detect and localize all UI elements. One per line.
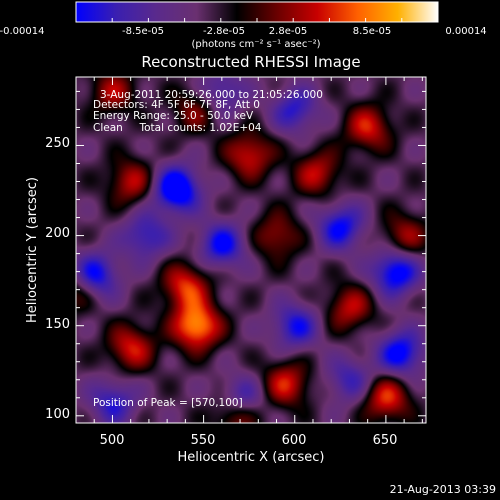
x-tick-label: 650 bbox=[373, 433, 398, 448]
y-axis-label: Heliocentric Y (arcsec) bbox=[25, 177, 40, 323]
x-tick-label: 600 bbox=[282, 433, 307, 448]
colorbar-units: (photons cm⁻² s⁻¹ asec⁻²) bbox=[191, 39, 320, 50]
colorbar-ticks bbox=[75, 18, 439, 22]
colorbar-tick-label: 8.5e-05 bbox=[353, 26, 391, 37]
x-tick-label: 550 bbox=[191, 433, 216, 448]
annotation-time-range: 3-Aug-2011 20:59:26.000 to 21:05:26.000 bbox=[100, 89, 323, 101]
annotation-total-counts: Clean Total counts: 1.02E+04 bbox=[93, 122, 262, 134]
colorbar: -0.00014 -8.5e-05 -2.8e-05 2.8e-05 8.5e-… bbox=[0, 1, 487, 50]
annotation-energy-range: Energy Range: 25.0 - 50.0 keV bbox=[93, 110, 254, 122]
colorbar-tick-label: -8.5e-05 bbox=[122, 26, 164, 37]
y-tick-label: 150 bbox=[45, 317, 70, 332]
y-tick-label: 100 bbox=[45, 407, 70, 422]
y-tick-label: 250 bbox=[45, 136, 70, 151]
plot-frame bbox=[75, 76, 427, 424]
y-tick-label: 200 bbox=[45, 226, 70, 241]
colorbar-tick-label: 0.00014 bbox=[445, 26, 486, 37]
colorbar-tick-label: -2.8e-05 bbox=[203, 26, 245, 37]
chart-title: Reconstructed RHESSI Image bbox=[141, 53, 360, 71]
axis-ticks bbox=[75, 77, 426, 423]
heatmap-canvas bbox=[76, 77, 426, 423]
x-tick-label: 500 bbox=[100, 433, 125, 448]
colorbar-tick-label: -0.00014 bbox=[0, 26, 44, 37]
date-stamp: 21-Aug-2013 03:39 bbox=[390, 483, 496, 496]
heatmap-area bbox=[76, 77, 426, 423]
x-axis-label: Heliocentric X (arcsec) bbox=[178, 450, 325, 465]
annotation-detectors: Detectors: 4F 5F 6F 7F 8F, Att 0 bbox=[93, 99, 260, 111]
colorbar-tick-label: 2.8e-05 bbox=[269, 26, 307, 37]
annotation-peak-position: Position of Peak = [570,100] bbox=[93, 397, 243, 409]
